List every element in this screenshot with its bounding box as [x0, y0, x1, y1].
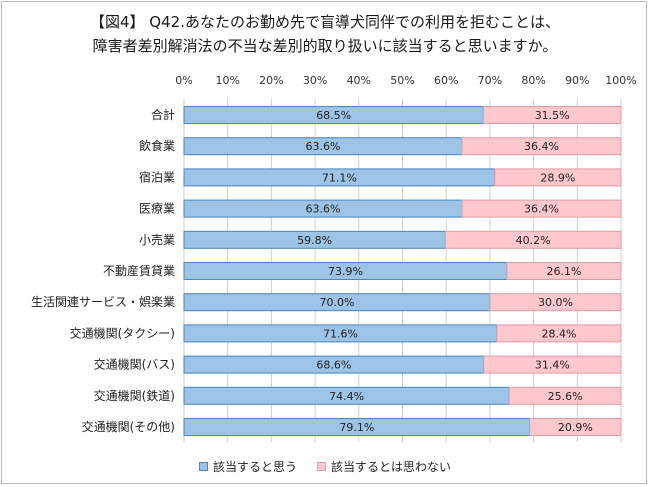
chart-title-line-2: 障害者差別解消法の不当な差別的取り扱いに該当すると思いますか。: [92, 37, 558, 55]
bar-segment-series-2: [508, 386, 622, 405]
category-label: 交通機関(タクシー): [70, 325, 175, 340]
x-tick-label: 100%: [605, 74, 636, 87]
legend-label-series-2: 該当するとは思わない: [331, 460, 452, 474]
x-tick-label: 30%: [303, 74, 327, 87]
legend-swatch-series-1: [198, 462, 208, 471]
bar-segment-series-2: [496, 324, 622, 343]
data-label: 36.4%: [524, 140, 559, 153]
category-label: 生活関連サービス・娯楽業: [31, 295, 175, 309]
data-label: 63.6%: [305, 203, 340, 216]
data-label: 25.6%: [548, 390, 583, 403]
category-label: 不動産賃貸業: [103, 263, 175, 278]
bar-segment-series-2: [494, 168, 622, 187]
data-label: 40.2%: [516, 234, 551, 247]
category-label: 医療業: [139, 202, 175, 216]
legend-label-series-1: 該当すると思う: [212, 460, 297, 474]
data-label: 59.8%: [297, 234, 332, 247]
data-label: 36.4%: [524, 203, 559, 216]
bar-segment-series-2: [482, 106, 622, 124]
x-tick-label: 20%: [259, 74, 283, 87]
data-label: 70.0%: [319, 296, 354, 309]
data-label: 68.5%: [316, 109, 351, 122]
data-label: 79.1%: [339, 421, 374, 434]
x-tick-label: 80%: [521, 74, 545, 87]
data-label: 71.1%: [322, 171, 357, 184]
bar-segment-series-2: [444, 230, 622, 249]
data-label: 26.1%: [546, 265, 581, 278]
chart-title-line-1: 【図4】 Q42.あなたのお勤め先で盲導犬同伴での利用を拒むことは、: [90, 13, 560, 31]
category-label: 飲食業: [139, 138, 175, 153]
category-label: 小売業: [139, 232, 175, 247]
data-label: 73.9%: [328, 265, 363, 278]
data-label: 20.9%: [558, 421, 593, 434]
data-label: 74.4%: [329, 390, 364, 403]
chart-title: 【図4】 Q42.あなたのお勤め先で盲導犬同伴での利用を拒むことは、 障害者差別…: [0, 10, 650, 58]
data-label: 30.0%: [538, 296, 573, 309]
data-label: 71.6%: [323, 327, 358, 340]
category-label: 交通機関(バス): [94, 357, 175, 372]
x-tick-label: 40%: [347, 74, 371, 87]
category-label: 合計: [151, 107, 175, 122]
bar-segment-series-2: [483, 355, 622, 374]
data-label: 31.4%: [535, 359, 570, 372]
bar-segment-series-2: [461, 199, 622, 218]
bar-segment-series-2: [489, 293, 622, 312]
x-tick-label: 70%: [478, 74, 502, 87]
x-tick-label: 50%: [390, 74, 414, 87]
bar-segment-series-2: [461, 137, 622, 156]
data-label: 28.4%: [541, 327, 576, 340]
category-label: 交通機関(その他): [82, 419, 175, 434]
category-label: 交通機関(鉄道): [94, 388, 175, 403]
legend-item-series-2: 該当するとは思わない: [317, 458, 451, 475]
data-label: 68.6%: [316, 359, 351, 372]
x-tick-label: 90%: [565, 74, 589, 87]
legend-swatch-series-2: [317, 462, 326, 471]
data-label: 28.9%: [540, 171, 575, 184]
bar-segment-series-2: [529, 418, 622, 436]
x-tick-label: 10%: [215, 74, 239, 87]
legend-item-series-1: 該当すると思う: [198, 458, 297, 475]
bar-segment-series-2: [506, 262, 622, 280]
data-label: 31.5%: [535, 109, 570, 122]
x-tick-label: 60%: [434, 74, 458, 87]
data-label: 63.6%: [305, 140, 340, 153]
chart-legend: 該当すると思う 該当するとは思わない: [0, 458, 650, 475]
category-label: 宿泊業: [139, 169, 175, 184]
x-tick-label: 0%: [175, 74, 192, 87]
